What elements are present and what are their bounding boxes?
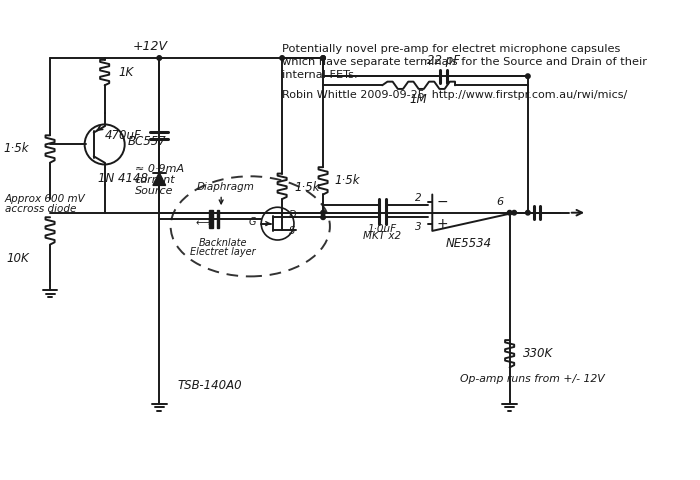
Circle shape [526,210,530,215]
Text: 1K: 1K [118,66,134,79]
Text: Electret layer: Electret layer [190,247,256,257]
Bar [216,210,219,228]
Circle shape [321,215,326,219]
Text: 1·0uF: 1·0uF [368,224,397,234]
Text: Op-amp runs from +/- 12V: Op-amp runs from +/- 12V [460,374,604,384]
Circle shape [321,56,326,60]
Text: 1·5k: 1·5k [335,174,360,187]
Text: Source: Source [134,186,173,196]
Text: BC557: BC557 [127,135,166,148]
Polygon shape [153,173,166,185]
Text: Backnlate: Backnlate [199,238,247,248]
Text: internal FETs.: internal FETs. [282,70,358,80]
Text: MKT x2: MKT x2 [363,231,401,241]
Circle shape [512,210,517,215]
Text: S: S [288,226,295,236]
Text: which have separate terminals for the Source and Drain of their: which have separate terminals for the So… [282,57,647,67]
Text: 1·5k: 1·5k [4,143,29,156]
Circle shape [321,210,326,215]
Bar [209,210,213,228]
Text: 6: 6 [496,197,503,207]
Circle shape [280,56,284,60]
Text: 10K: 10K [6,252,29,264]
Text: Diaphragm: Diaphragm [197,182,255,192]
Text: 330K: 330K [524,347,554,360]
Text: current: current [134,175,175,185]
Text: accross diode: accross diode [5,204,76,214]
Text: Robin Whittle 2009-09-25  http://www.firstpr.com.au/rwi/mics/: Robin Whittle 2009-09-25 http://www.firs… [282,90,627,100]
Circle shape [508,210,512,215]
Text: 1·5k: 1·5k [294,180,319,194]
Text: 3: 3 [414,222,421,232]
Text: NE5534: NE5534 [446,237,491,250]
Text: G: G [248,217,256,227]
Text: −: − [437,195,449,209]
Text: 22 pF: 22 pF [427,54,460,67]
Text: 1N 4148: 1N 4148 [98,172,148,185]
Circle shape [157,56,162,60]
Circle shape [321,56,326,60]
Circle shape [526,74,530,78]
Text: ←→: ←→ [196,218,212,228]
Text: Potentially novel pre-amp for electret microphone capsules: Potentially novel pre-amp for electret m… [282,44,620,54]
Text: D: D [288,209,296,219]
Text: 1M: 1M [410,93,428,106]
Text: TSB-140A0: TSB-140A0 [177,379,241,392]
Text: 470uF: 470uF [104,129,141,142]
Text: Approx 600 mV: Approx 600 mV [5,194,85,204]
Text: +12V: +12V [133,40,168,53]
Text: 2: 2 [414,193,421,203]
Text: ≈ 0·9mA: ≈ 0·9mA [134,164,184,174]
Text: +: + [437,216,449,230]
